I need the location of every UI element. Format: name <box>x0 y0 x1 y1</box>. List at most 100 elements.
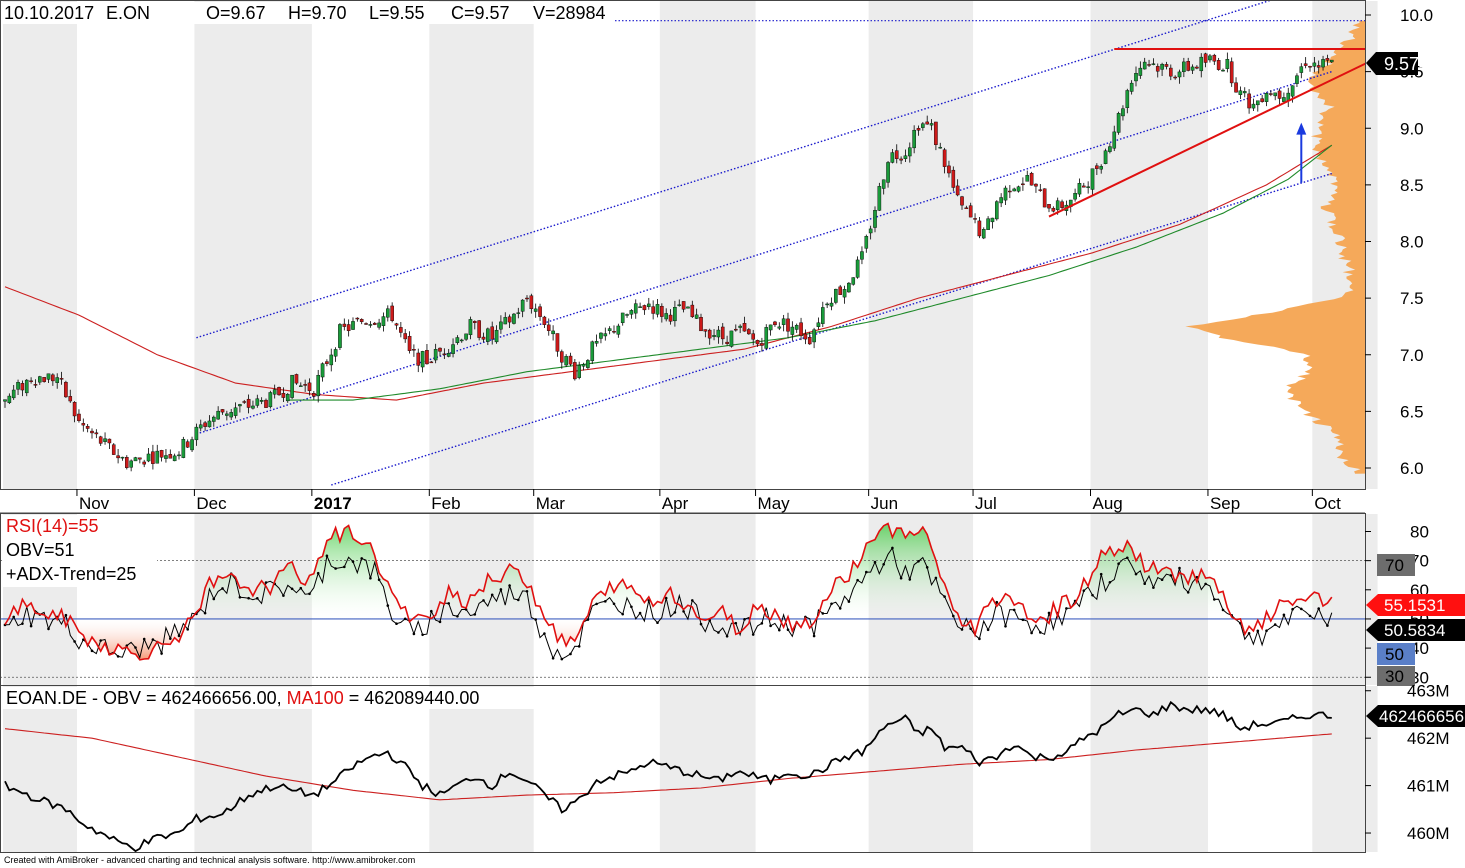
rsi-value-label: 55.1531 <box>1384 596 1445 615</box>
level-30-label: 30 <box>1385 667 1404 686</box>
obv-point <box>604 600 607 603</box>
rsi-overbought-fill <box>5 523 1332 619</box>
candle-body <box>1282 97 1286 102</box>
obv-point <box>351 560 355 563</box>
candle-body <box>486 328 490 342</box>
candle-body <box>377 322 381 328</box>
y-tick-label: 462M <box>1407 729 1450 748</box>
candle-body <box>1095 165 1099 169</box>
obv-point <box>664 596 668 600</box>
obv-point <box>438 620 442 624</box>
candle-body <box>877 186 882 211</box>
obv-point <box>490 593 494 597</box>
candle-body <box>951 169 956 188</box>
candle-body <box>1255 100 1260 106</box>
obv-point <box>1047 611 1051 615</box>
obv-point <box>586 618 590 621</box>
candle-body <box>1199 56 1204 72</box>
obv-point <box>1273 623 1277 626</box>
candle-body <box>499 321 503 330</box>
candle-body <box>29 380 33 382</box>
candle-body <box>481 336 486 340</box>
candle-body <box>503 317 508 325</box>
candle-body <box>642 305 647 311</box>
candle-body <box>420 351 425 368</box>
candle-body <box>594 341 599 344</box>
candle-body <box>1303 63 1308 66</box>
candle-body <box>211 416 216 422</box>
obv-point <box>247 596 250 600</box>
obv-point <box>873 560 877 564</box>
candle-body <box>681 301 686 310</box>
rsi-level-badges: 70 50 30 55.1531 50.5834 <box>1366 554 1465 686</box>
obv-point <box>151 638 155 641</box>
rsi-legend: RSI(14)=55 <box>6 516 99 536</box>
candle-body <box>751 333 755 340</box>
obv-point <box>177 634 181 638</box>
obv-point <box>203 611 207 615</box>
header-close: C=9.57 <box>451 3 510 23</box>
obv-point <box>169 637 172 640</box>
candlesticks <box>3 52 1334 472</box>
last-price-label: 9.574 <box>1384 54 1429 74</box>
month-band <box>659 1 756 489</box>
candle-body <box>807 337 812 345</box>
candle-body <box>838 286 842 295</box>
candle-body <box>764 327 769 349</box>
candle-body <box>1121 108 1125 117</box>
candle-body <box>1221 69 1225 72</box>
obv-value-badge: 462466656 <box>1366 705 1465 727</box>
obv-point <box>99 639 102 642</box>
candle-body <box>725 341 729 344</box>
candle-body <box>1203 53 1208 63</box>
candle-body <box>381 316 386 326</box>
candle-body <box>1073 193 1077 200</box>
candle-body <box>455 337 460 343</box>
candle-body <box>403 333 408 340</box>
candle-body <box>533 308 538 312</box>
candle-body <box>555 333 560 352</box>
obv-point <box>508 584 511 587</box>
month-band <box>1090 1 1208 489</box>
obv-point <box>917 560 920 563</box>
obv-point <box>264 581 268 584</box>
candle-body <box>816 322 821 327</box>
candle-body <box>1147 64 1151 66</box>
volume-profile <box>1185 20 1365 474</box>
x-tick-label: Jun <box>871 494 898 513</box>
candle-body <box>968 205 973 218</box>
obv-point <box>1282 613 1286 617</box>
candle-body <box>1034 183 1038 187</box>
obv-ma100-line <box>4 728 1332 801</box>
month-band <box>194 686 312 852</box>
candle-body <box>673 307 677 322</box>
candle-body <box>781 318 786 325</box>
obv-point <box>656 621 659 625</box>
candle-body <box>1308 65 1312 68</box>
level-50-label: 50 <box>1385 645 1404 664</box>
candle-body <box>316 374 321 397</box>
obv-point <box>717 631 720 634</box>
obv-point <box>699 622 703 626</box>
candle-body <box>120 456 125 459</box>
level-30-badge <box>1377 666 1415 686</box>
candle-body <box>33 384 38 386</box>
obv-point <box>899 576 903 580</box>
candle-body <box>925 121 929 125</box>
candle-body <box>729 330 734 347</box>
obv-point <box>1326 624 1329 627</box>
candle-body <box>960 196 964 206</box>
candle-body <box>934 121 938 145</box>
obv-point <box>725 634 729 638</box>
obv-point <box>29 624 33 628</box>
candle-body <box>1090 168 1095 190</box>
candle-body <box>977 220 982 237</box>
rsi-plot-area <box>1 522 1365 678</box>
obv-point <box>456 614 459 618</box>
obv-legend-bg <box>2 687 562 709</box>
candle-body <box>1021 183 1025 186</box>
candle-body <box>329 354 334 366</box>
obv-point <box>1178 566 1181 570</box>
candle-body <box>881 179 886 189</box>
